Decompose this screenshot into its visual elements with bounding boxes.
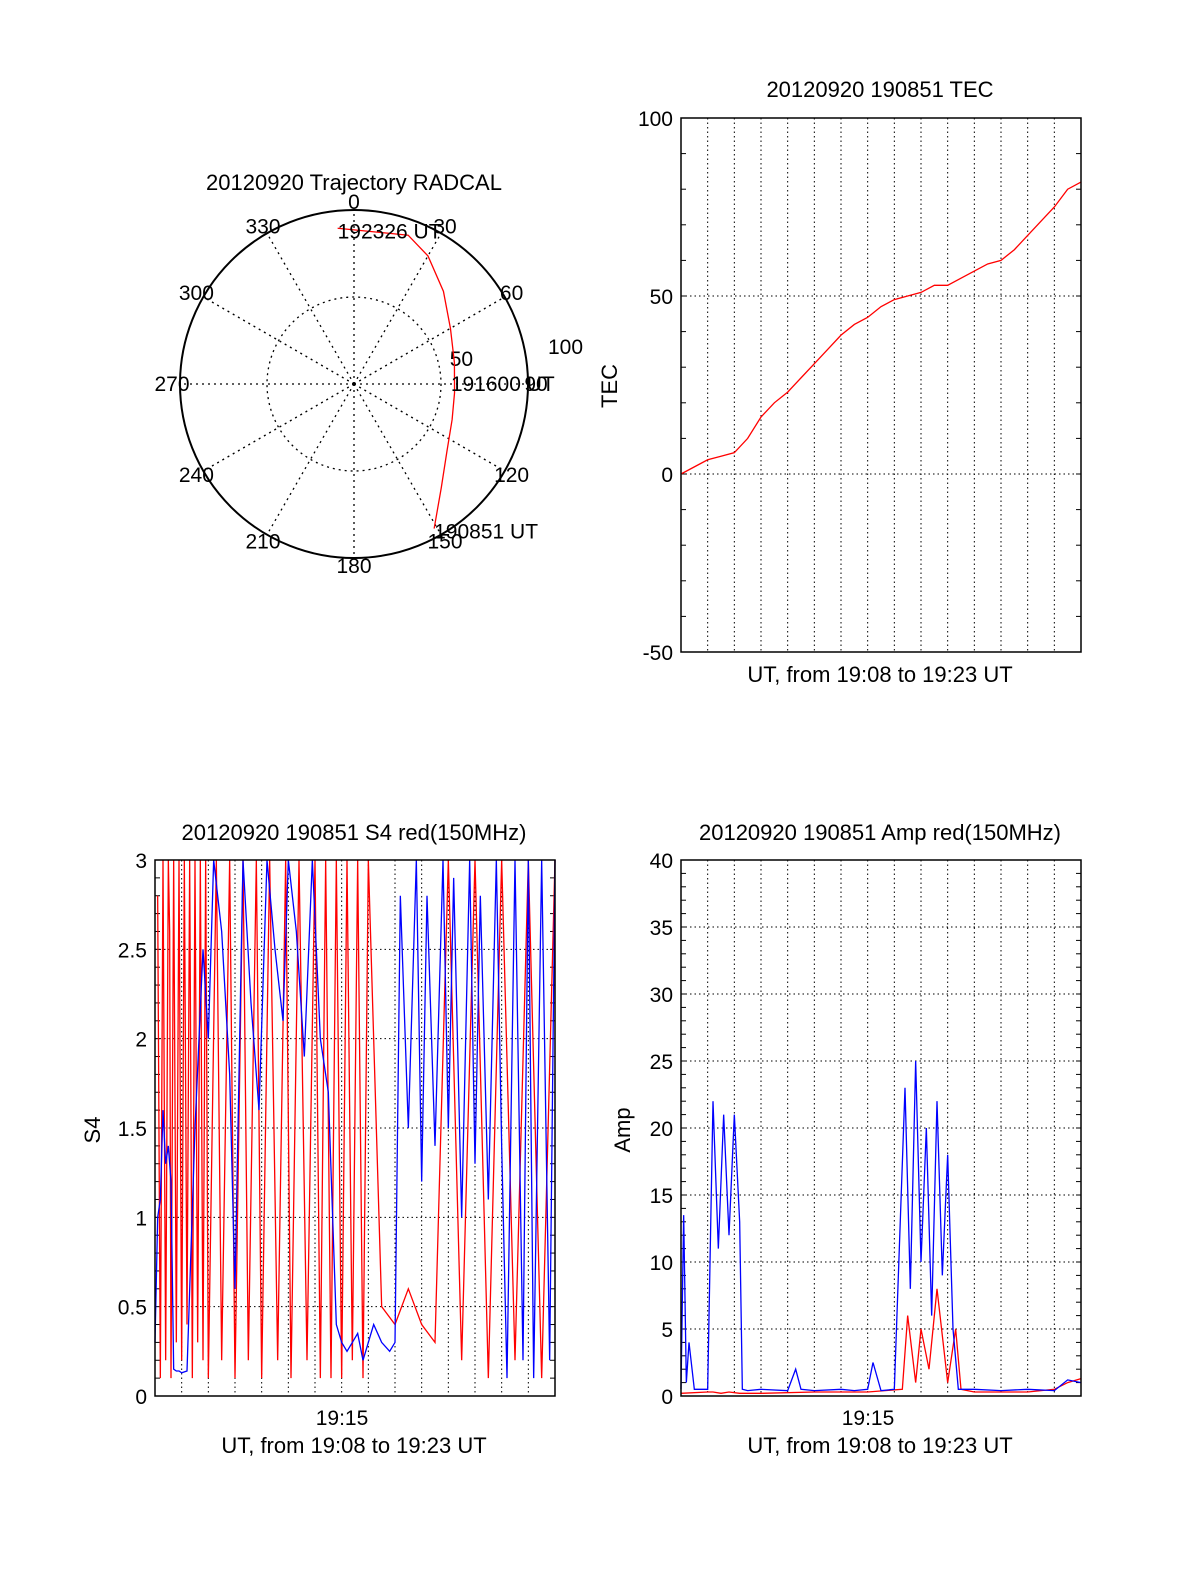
polar-angle-label: 120 [494, 464, 529, 487]
s4-ytick-label: 1 [135, 1207, 147, 1230]
s4-ytick-label: 2.5 [118, 939, 147, 962]
polar-grid-ring [266, 296, 442, 472]
s4-title: 20120920 190851 S4 red(150MHz) [182, 820, 527, 845]
s4-ytick-label: 1.5 [118, 1118, 147, 1141]
polar-radial-label: 100 [548, 336, 583, 359]
tec-series-red [680, 181, 1082, 475]
polar-trajectory-panel: 20120920 Trajectory RADCAL 0 30 60 90 120 150… [154, 170, 583, 578]
polar-spoke [202, 383, 355, 472]
s4-chart-panel: 20120920 190851 S4 red(150MHz) UT, from … [80, 820, 556, 1458]
polar-angle-label: 270 [154, 373, 189, 396]
s4-frame [154, 859, 556, 1397]
amp-series-blue [680, 1060, 1082, 1392]
s4-xlabel: UT, from 19:08 to 19:23 UT [221, 1433, 486, 1458]
polar-angle-label: 0 [348, 191, 360, 214]
amp-ytick-label: 20 [650, 1118, 673, 1141]
polar-trajectory-line [337, 227, 456, 529]
polar-outer-circle [179, 209, 529, 559]
tec-chart-panel: 20120920 190851 TEC UT, from 19:08 to 19… [597, 77, 1082, 687]
polar-angle-label: 30 [433, 215, 456, 238]
polar-angle-label: 180 [336, 555, 371, 578]
amp-xlabel: UT, from 19:08 to 19:23 UT [747, 1433, 1012, 1458]
s4-series-blue [154, 859, 556, 1379]
polar-angle-label: 330 [245, 215, 280, 238]
amp-title: 20120920 190851 Amp red(150MHz) [699, 820, 1061, 845]
polar-angle-label: 60 [500, 282, 523, 305]
tec-title: 20120920 190851 TEC [766, 77, 993, 102]
polar-angle-label: 150 [427, 531, 462, 554]
polar-angle-label: 300 [179, 282, 214, 305]
s4-ytick-label: 0.5 [118, 1297, 147, 1320]
amp-ytick-label: 35 [650, 917, 673, 940]
s4-xtick-label: 19:15 [316, 1407, 369, 1430]
amp-ytick-label: 5 [661, 1319, 673, 1342]
polar-time-annotation: 190851 UT [434, 521, 538, 544]
polar-title: 20120920 Trajectory RADCAL [206, 170, 502, 195]
tec-xlabel: UT, from 19:08 to 19:23 UT [747, 662, 1012, 687]
polar-angle-label: 210 [245, 531, 280, 554]
s4-ytick-label: 2 [135, 1029, 147, 1052]
tec-ytick-label: 0 [661, 464, 673, 487]
polar-spoke [353, 383, 506, 472]
polar-spoke [202, 296, 355, 385]
polar-spoke [353, 383, 442, 536]
s4-ytick-label: 0 [135, 1386, 147, 1409]
polar-time-annotation: 192326 UT [338, 220, 442, 243]
amp-ytick-label: 30 [650, 984, 673, 1007]
tec-ytick-label: 50 [650, 286, 673, 309]
tec-ylabel: TEC [597, 364, 622, 408]
amp-chart-panel: 20120920 190851 Amp red(150MHz) UT, from… [610, 820, 1082, 1458]
polar-spoke [266, 383, 355, 536]
s4-series-red [157, 859, 556, 1379]
tec-ytick-label: -50 [643, 642, 673, 665]
amp-xtick-label: 19:15 [842, 1407, 895, 1430]
tec-ytick-label: 100 [638, 108, 673, 131]
polar-angle-label: 240 [179, 464, 214, 487]
tec-frame [680, 117, 1082, 653]
amp-frame [680, 859, 1082, 1397]
amp-ylabel: Amp [610, 1107, 635, 1152]
amp-ytick-label: 40 [650, 850, 673, 873]
amp-ytick-label: 10 [650, 1252, 673, 1275]
polar-angle-label: 90 [524, 373, 547, 396]
polar-spoke [353, 232, 442, 385]
amp-ytick-label: 15 [650, 1185, 673, 1208]
s4-ytick-label: 3 [135, 850, 147, 873]
amp-ytick-label: 25 [650, 1051, 673, 1074]
polar-time-annotation: 191600 UT [451, 373, 555, 396]
polar-spoke [266, 232, 355, 385]
polar-spoke [353, 296, 506, 385]
amp-series-red [680, 1288, 1082, 1394]
amp-ytick-label: 0 [661, 1386, 673, 1409]
polar-radial-label: 50 [450, 348, 473, 371]
s4-ylabel: S4 [80, 1117, 105, 1144]
